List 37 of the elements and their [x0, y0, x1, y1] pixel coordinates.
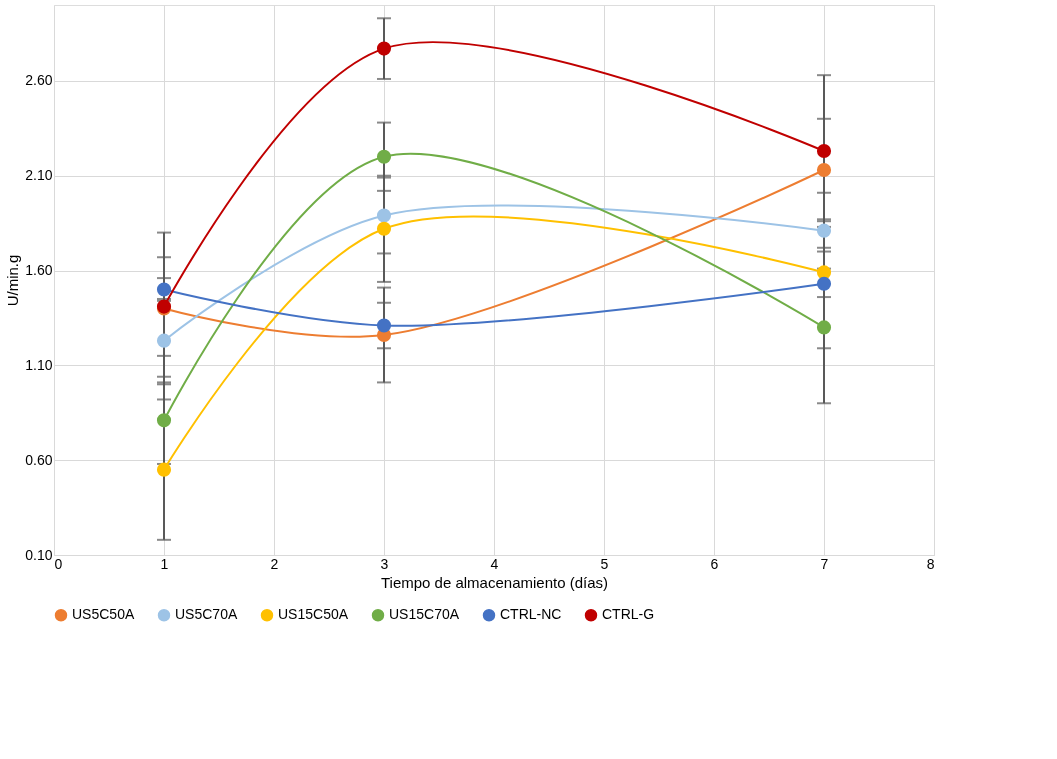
point [156, 413, 172, 428]
point [156, 333, 172, 348]
point [816, 276, 832, 291]
point [156, 462, 172, 477]
legend-label: US5C50A [72, 606, 135, 623]
y-axis-title: U/min.g [4, 254, 22, 307]
point [816, 223, 832, 238]
y-tick-label: 0.60 [25, 451, 53, 468]
legend-label: US15C70A [389, 606, 460, 623]
x-tick-label: 2 [270, 555, 279, 572]
x-axis-title: Tiempo de almacenamiento (días) [380, 573, 609, 591]
x-tick-label: 0 [54, 555, 63, 572]
x-tick-label: 7 [820, 555, 829, 572]
point [376, 318, 392, 333]
legend-label: US15C50A [278, 606, 349, 623]
y-tick-label: 1.10 [25, 356, 53, 373]
legend-label: CTRL-G [602, 606, 655, 623]
x-tick-label: 1 [160, 555, 169, 572]
y-tick-label: 1.60 [25, 262, 53, 279]
x-tick-label: 3 [380, 555, 389, 572]
point [816, 162, 832, 178]
point [376, 41, 392, 56]
x-tick-label: 6 [710, 555, 719, 572]
point [376, 221, 392, 236]
x-tick-label: 8 [926, 555, 935, 572]
point [816, 143, 832, 159]
x-tick-label: 4 [490, 555, 499, 572]
y-tick-label: 2.60 [25, 72, 53, 89]
point [156, 282, 172, 297]
point [816, 320, 832, 335]
y-tick-label: 0.10 [25, 546, 53, 563]
y-tick-label: 2.10 [25, 167, 53, 184]
legend-label: US5C70A [175, 606, 238, 623]
legend-label: CTRL-NC [500, 606, 562, 623]
point [376, 149, 392, 164]
point [376, 208, 392, 223]
x-tick-label: 5 [600, 555, 609, 572]
